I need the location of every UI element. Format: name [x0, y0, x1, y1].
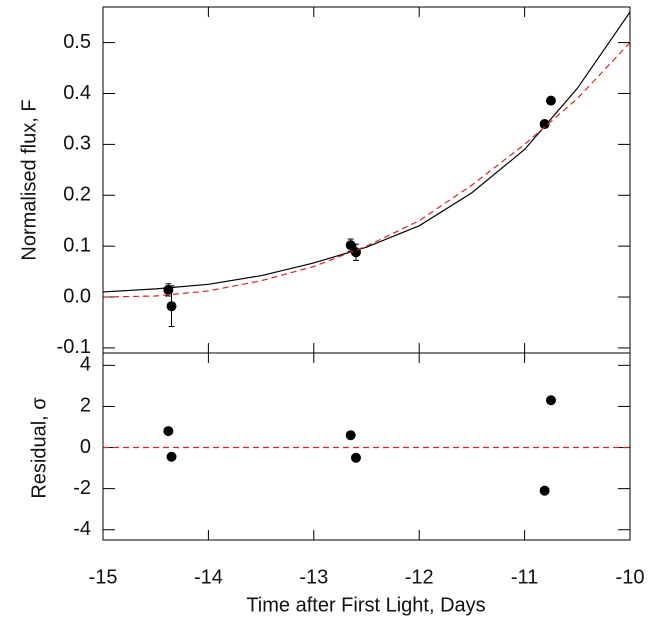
- x-tick-label: -12: [405, 566, 434, 588]
- point: [345, 240, 356, 251]
- y-tick-label: -4: [73, 518, 91, 540]
- plot-frame: [102, 352, 631, 541]
- y-tick-label: 0.2: [63, 184, 91, 206]
- point: [345, 430, 356, 441]
- x-tick-label: -11: [511, 566, 538, 588]
- plot-frame: [102, 6, 631, 354]
- point: [539, 485, 550, 496]
- point: [163, 426, 174, 437]
- x-tick-label: -13: [299, 566, 328, 588]
- x-tick-label: -15: [89, 566, 118, 588]
- y-axis-label: Normalised flux, F: [18, 99, 40, 260]
- x-tick-label: -10: [616, 566, 645, 588]
- y-tick-label: 4: [80, 354, 91, 376]
- point: [539, 119, 550, 130]
- y-axis-label: Residual, σ: [28, 397, 50, 499]
- point: [166, 451, 177, 462]
- curve: [103, 11, 630, 293]
- y-tick-label: 0.1: [63, 234, 91, 256]
- y-tick-label: 0.0: [63, 285, 91, 307]
- point: [545, 95, 556, 106]
- y-tick-label: 0.3: [63, 133, 91, 155]
- y-tick-label: 2: [80, 395, 91, 417]
- x-axis-label: Time after First Light, Days: [246, 594, 485, 616]
- y-tick-label: 0.4: [63, 82, 91, 104]
- y-tick-label: -0.1: [57, 336, 91, 358]
- x-tick-label: -14: [194, 566, 223, 588]
- y-tick-label: 0: [80, 436, 91, 458]
- y-tick-label: -2: [73, 477, 91, 499]
- point: [545, 395, 556, 406]
- point: [350, 452, 361, 463]
- point: [166, 301, 177, 312]
- curve: [103, 42, 630, 298]
- y-tick-label: 0.5: [63, 31, 91, 53]
